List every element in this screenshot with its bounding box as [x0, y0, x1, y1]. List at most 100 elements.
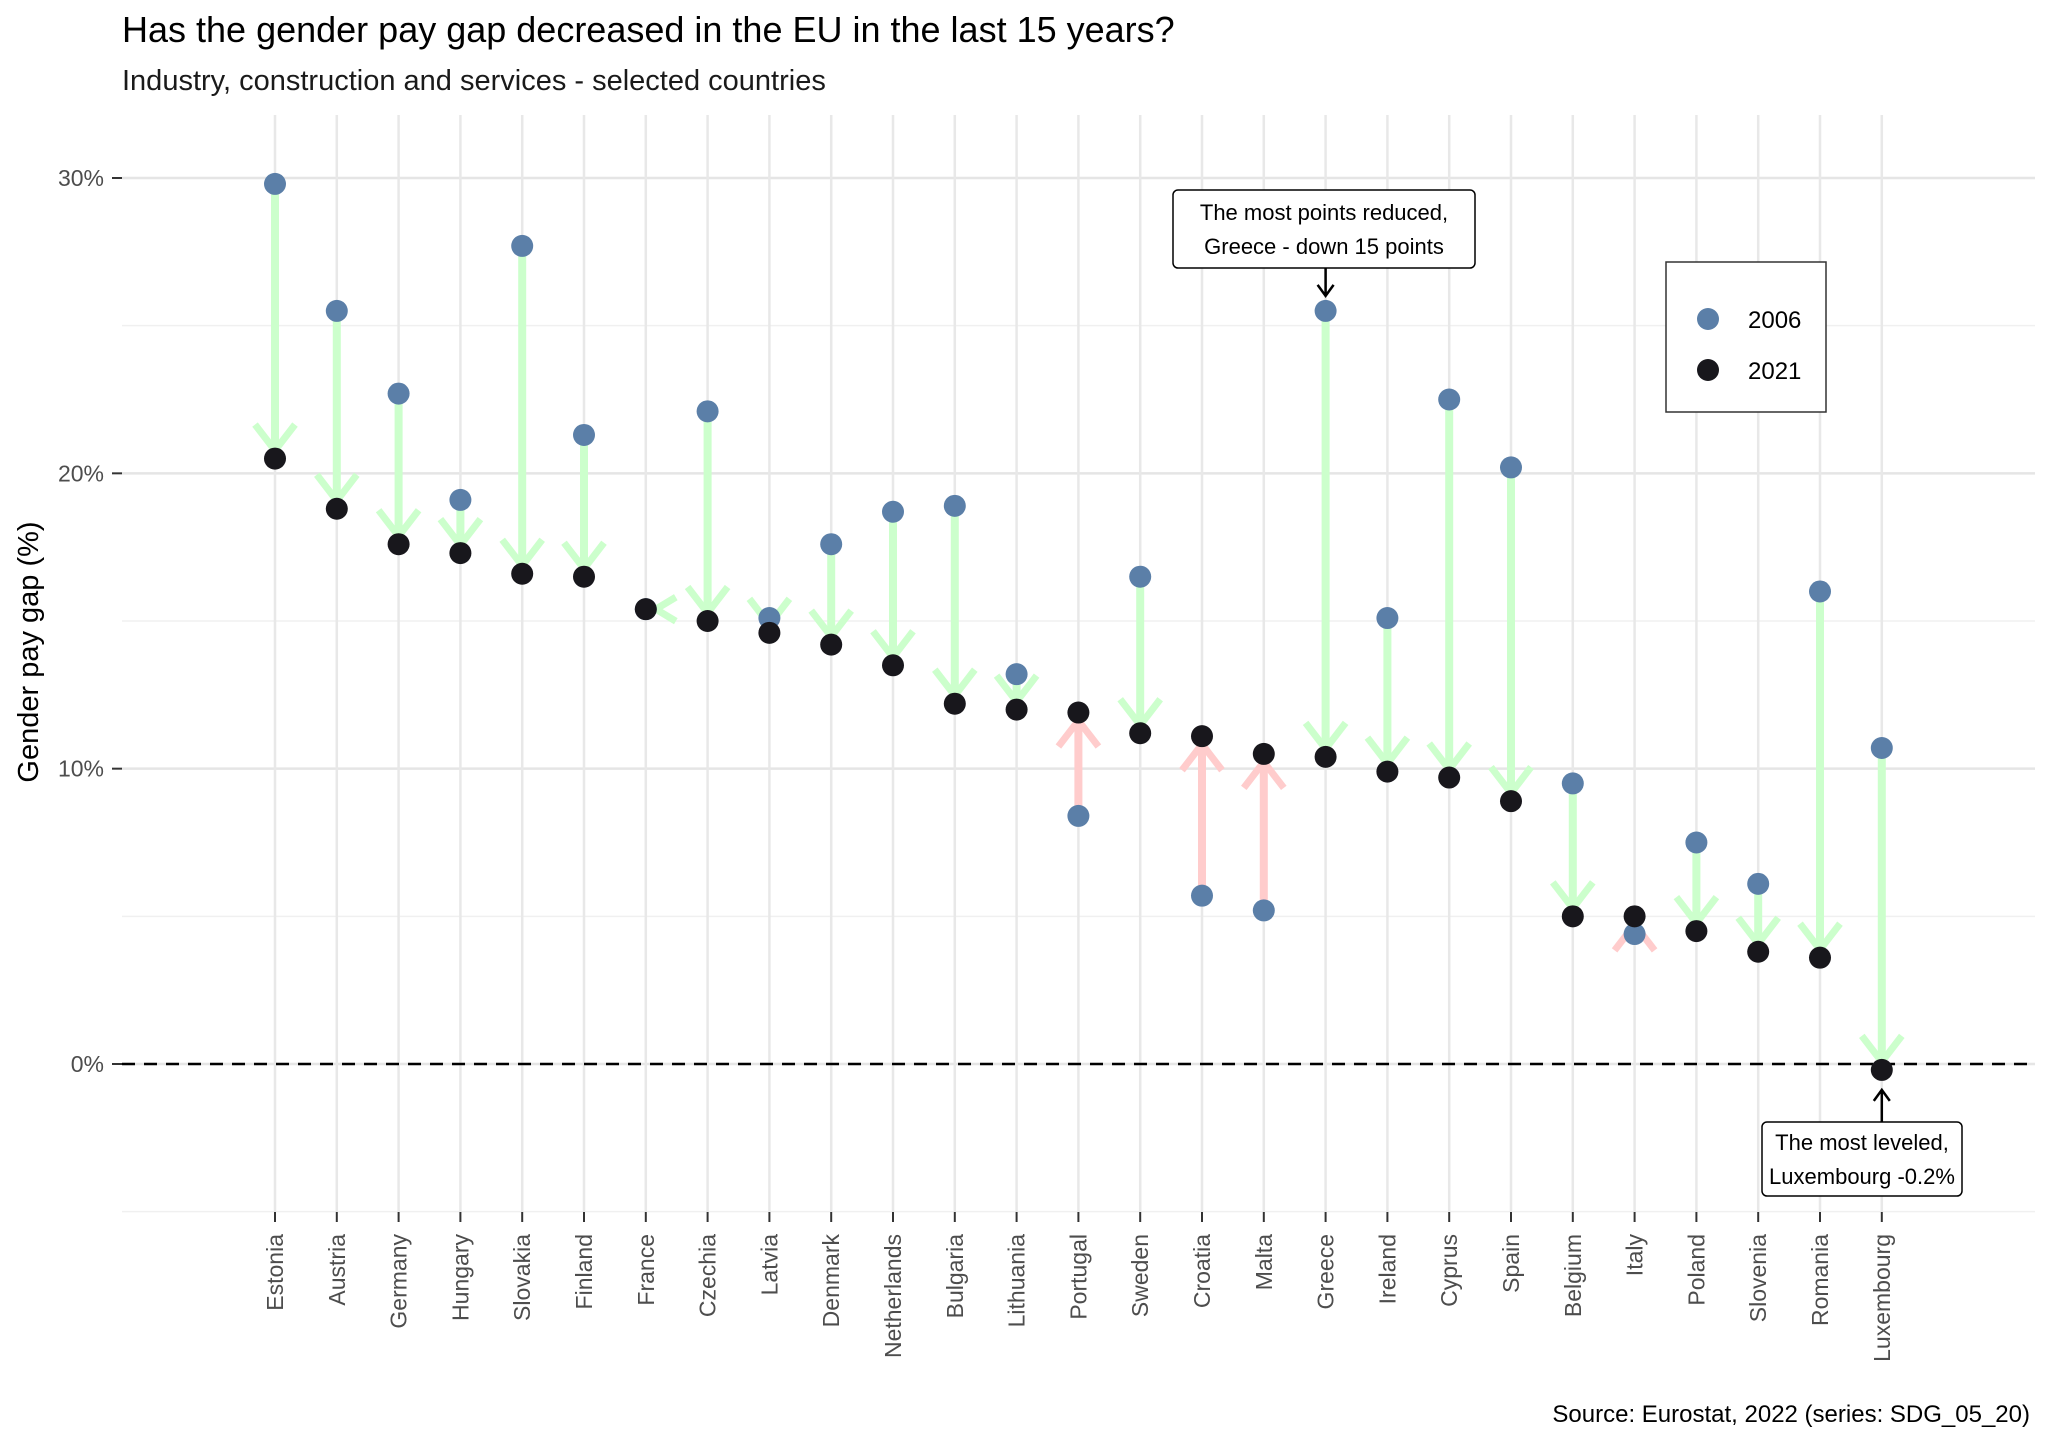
x-tick-label-lithuania: Lithuania: [1004, 1234, 1030, 1328]
annotation-greece-box: [1172, 189, 1476, 269]
point-2006-bulgaria: [943, 494, 966, 517]
x-tick-label-sweden: Sweden: [1127, 1234, 1153, 1317]
y-axis-label: Gender pay gap (%): [13, 521, 45, 782]
point-2021-germany: [387, 533, 410, 556]
x-tick-label-bulgaria: Bulgaria: [942, 1234, 968, 1319]
point-2006-spain: [1500, 456, 1522, 479]
arrow-spain: [1488, 467, 1534, 799]
x-tick-label-cyprus: Cyprus: [1436, 1234, 1462, 1307]
chart-title: Has the gender pay gap decreased in the …: [122, 9, 1175, 50]
arrow-luxembourg: [1859, 747, 1905, 1068]
x-tick-label-spain: Spain: [1498, 1234, 1524, 1293]
arrow-greece: [1302, 310, 1349, 755]
x-tick-label-czechia: Czechia: [695, 1234, 721, 1317]
arrow-romania: [1797, 591, 1843, 956]
point-2006-hungary: [449, 488, 472, 511]
point-2021-croatia: [1191, 725, 1213, 748]
arrow-estonia: [252, 183, 298, 457]
x-tick-label-latvia: Latvia: [756, 1234, 782, 1296]
point-2006-portugal: [1067, 804, 1090, 827]
x-tick-label-slovakia: Slovakia: [509, 1234, 535, 1321]
point-2021-lithuania: [1005, 698, 1028, 721]
arrow-belgium: [1550, 783, 1596, 915]
y-axis: 0% 10% 20% 30%: [58, 165, 122, 1077]
chart-subtitle: Industry, construction and services - se…: [122, 65, 826, 97]
arrow-netherlands: [870, 511, 916, 664]
arrow-czechia: [684, 411, 731, 619]
point-2021-cyprus: [1438, 766, 1461, 789]
points-2021: [264, 447, 1893, 1081]
point-2006-netherlands: [882, 500, 904, 523]
arrow-poland: [1673, 842, 1720, 929]
x-tick-label-denmark: Denmark: [818, 1234, 844, 1328]
point-2006-czechia: [696, 400, 719, 423]
legend-marker-2021: [1697, 359, 1719, 381]
x-tick-label-ireland: Ireland: [1374, 1234, 1400, 1304]
point-2006-malta: [1252, 899, 1275, 922]
x-tick-label-croatia: Croatia: [1189, 1234, 1215, 1308]
annotation-luxembourg-line-2: Luxembourg -0.2%: [1769, 1164, 1955, 1189]
point-2021-france: [634, 598, 657, 621]
point-2021-sweden: [1129, 722, 1152, 745]
arrow-finland: [561, 434, 607, 575]
legend-label-2021: 2021: [1748, 358, 1801, 385]
point-2006-luxembourg: [1870, 736, 1893, 759]
point-2021-denmark: [820, 633, 843, 656]
x-tick-label-malta: Malta: [1251, 1234, 1277, 1290]
point-2021-poland: [1685, 920, 1708, 943]
y-tick-label: 0%: [71, 1051, 104, 1077]
point-2021-hungary: [449, 542, 472, 565]
annotation-greece: The most points reduced, Greece - down 1…: [1172, 189, 1476, 299]
legend: 2006 2021: [1665, 261, 1827, 413]
point-2006-sweden: [1129, 565, 1152, 588]
x-tick-label-germany: Germany: [386, 1234, 412, 1329]
point-2006-denmark: [820, 533, 843, 556]
point-2006-romania: [1809, 580, 1831, 603]
point-2021-estonia: [264, 447, 286, 470]
point-2021-portugal: [1067, 701, 1090, 724]
point-2021-malta: [1252, 742, 1275, 765]
annotation-luxembourg-arrow: [1872, 1087, 1891, 1122]
arrow-sweden: [1117, 576, 1163, 731]
legend-label-2006: 2006: [1748, 307, 1801, 334]
x-tick-label-belgium: Belgium: [1560, 1234, 1586, 1317]
point-2006-germany: [387, 382, 410, 405]
x-tick-label-slovenia: Slovenia: [1745, 1234, 1771, 1322]
point-2021-finland: [573, 565, 595, 588]
point-2021-bulgaria: [943, 692, 966, 715]
point-2006-cyprus: [1438, 388, 1461, 411]
x-tick-label-poland: Poland: [1683, 1234, 1709, 1306]
point-2021-greece: [1314, 745, 1337, 768]
annotation-luxembourg: The most leveled, Luxembourg -0.2%: [1761, 1087, 1963, 1197]
point-2021-austria: [325, 497, 348, 520]
x-grid: [273, 115, 1884, 1212]
annotation-luxembourg-box: [1761, 1121, 1963, 1197]
x-tick-label-luxembourg: Luxembourg: [1869, 1234, 1895, 1362]
point-2006-croatia: [1191, 884, 1213, 907]
x-tick-label-italy: Italy: [1622, 1234, 1648, 1277]
point-2006-ireland: [1376, 607, 1399, 630]
arrow-malta: [1241, 756, 1287, 911]
y-tick-label: 30%: [58, 165, 104, 191]
point-2021-romania: [1809, 946, 1831, 969]
x-tick-label-hungary: Hungary: [447, 1234, 473, 1321]
x-tick-label-greece: Greece: [1313, 1234, 1339, 1309]
point-2021-slovakia: [511, 562, 534, 585]
point-2021-spain: [1500, 790, 1522, 813]
point-2006-italy: [1623, 923, 1646, 946]
legend-marker-2006: [1697, 308, 1719, 330]
arrow-cyprus: [1426, 399, 1472, 776]
arrow-bulgaria: [932, 505, 978, 702]
x-tick-label-romania: Romania: [1807, 1234, 1833, 1326]
annotation-greece-line-2: Greece - down 15 points: [1204, 234, 1444, 259]
point-2006-greece: [1314, 299, 1337, 322]
point-2006-estonia: [264, 172, 286, 195]
point-2006-slovenia: [1747, 872, 1770, 895]
annotation-greece-line-1: The most points reduced,: [1200, 200, 1448, 225]
point-2006-poland: [1685, 831, 1708, 854]
arrow-head: [648, 594, 678, 625]
arrow-croatia: [1179, 738, 1225, 896]
x-tick-label-estonia: Estonia: [262, 1234, 288, 1311]
point-2021-netherlands: [882, 654, 904, 677]
